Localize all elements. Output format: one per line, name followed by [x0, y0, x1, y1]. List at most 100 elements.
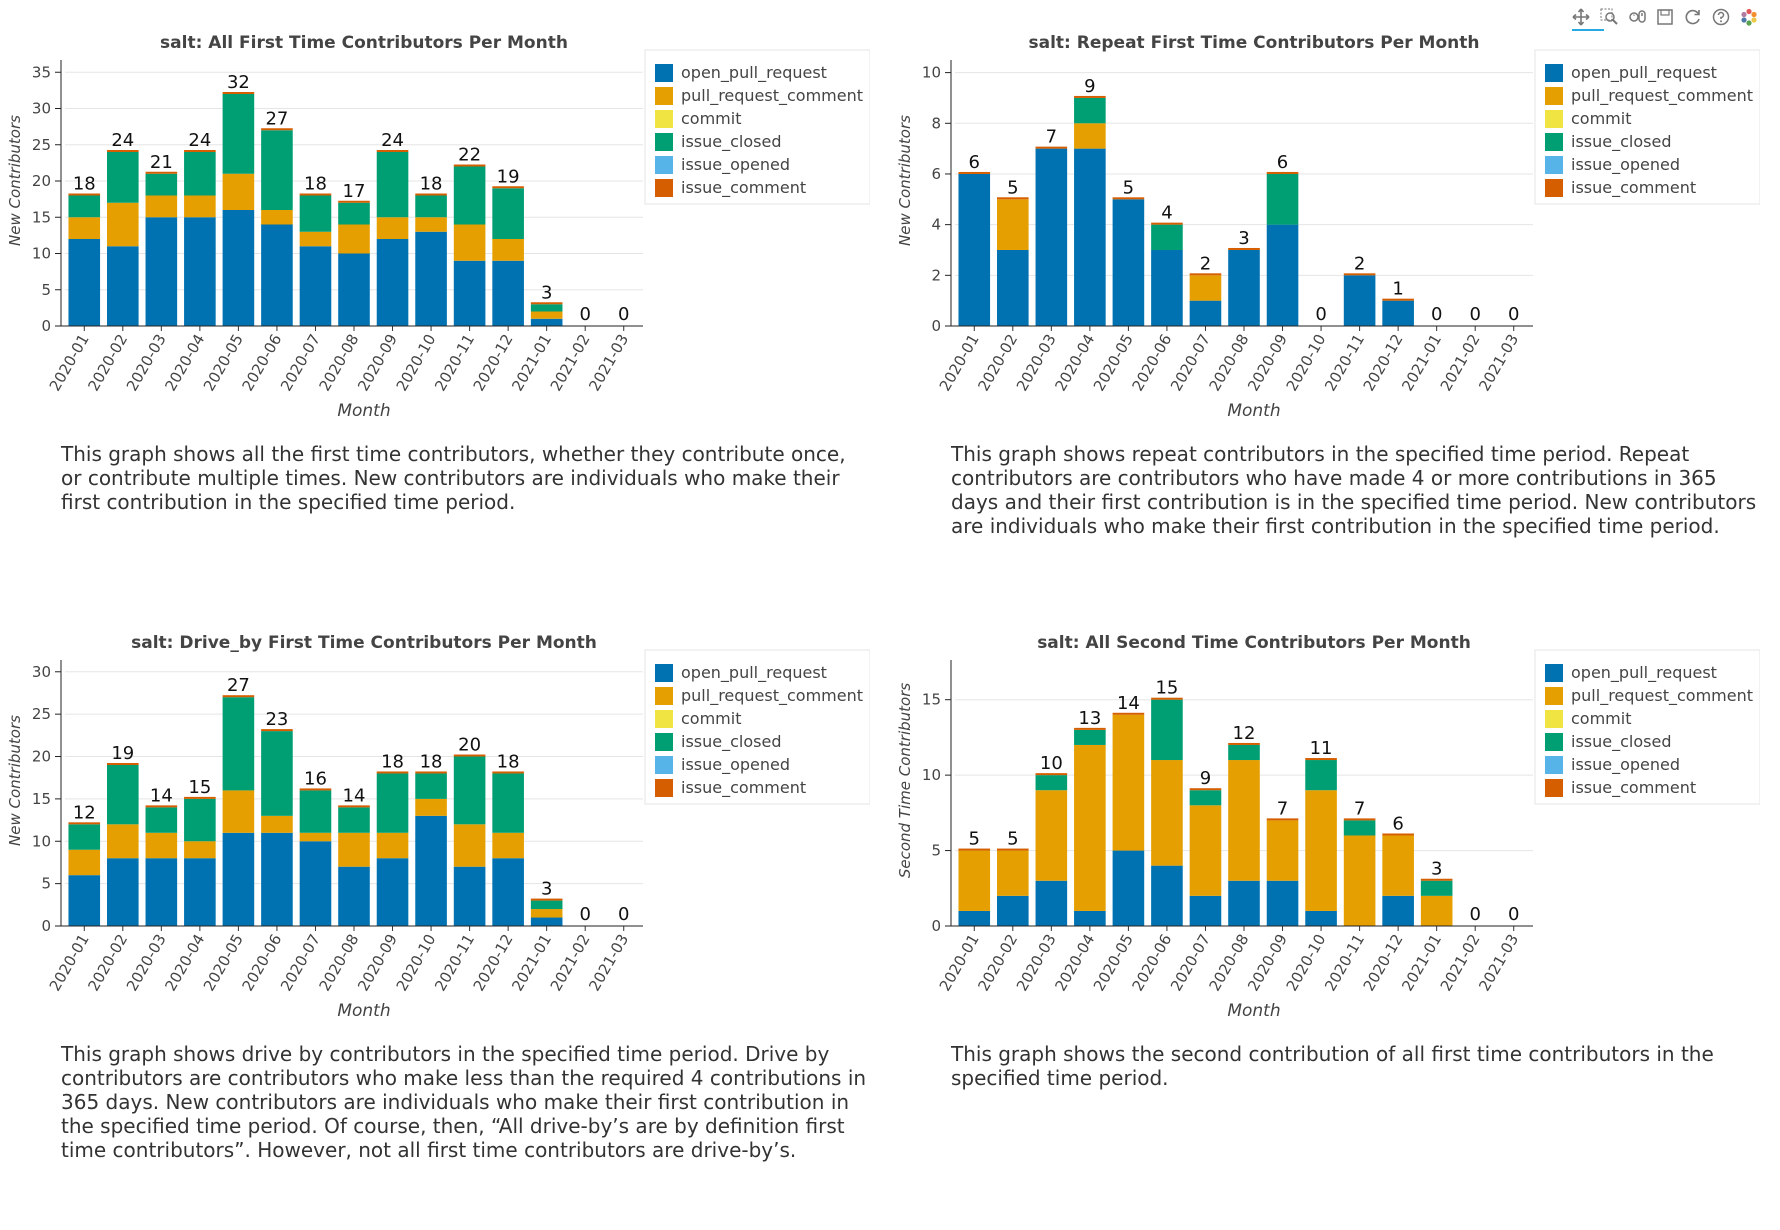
- bar-segment-open_pull_request: [492, 260, 524, 326]
- bar-top-edge: [299, 193, 332, 196]
- bokeh-logo-icon[interactable]: [1738, 6, 1760, 28]
- bar-total-label: 22: [458, 145, 481, 166]
- bar-top-edge: [376, 150, 409, 152]
- legend-swatch-commit: [655, 710, 673, 728]
- wheel-zoom-icon[interactable]: [1626, 6, 1648, 28]
- legend-label: issue_closed: [1571, 732, 1671, 752]
- bar-segment-pull_request_comment: [453, 824, 486, 867]
- bar-top-edge: [530, 898, 563, 901]
- bar-segment-pull_request_comment: [415, 217, 447, 232]
- box-zoom-icon[interactable]: [1598, 6, 1620, 28]
- bar-segment-issue_closed: [530, 900, 563, 910]
- bar-segment-open_pull_request: [1074, 910, 1106, 926]
- y-axis-label: New Contributors: [6, 115, 24, 246]
- legend-label: commit: [681, 709, 741, 728]
- chart-description-2: This graph shows repeat contributors in …: [951, 442, 1757, 538]
- bar-segment-issue_closed: [107, 152, 139, 203]
- help-icon[interactable]: [1710, 6, 1732, 28]
- bar-segment-issue_closed: [1305, 760, 1337, 791]
- bar-top-edge: [1266, 818, 1299, 821]
- pan-icon[interactable]: [1570, 6, 1592, 28]
- bar-segment-open_pull_request: [184, 858, 216, 926]
- pan-active-indicator: [1572, 29, 1604, 31]
- x-axis-label: Month: [1227, 1001, 1280, 1021]
- y-tick-label: 0: [41, 317, 51, 335]
- reset-icon[interactable]: [1682, 6, 1704, 28]
- legend-swatch-open_pull_request: [655, 64, 673, 82]
- legend-label: issue_closed: [681, 132, 781, 152]
- bar-total-label: 0: [1469, 904, 1480, 925]
- bar-top-edge: [1266, 171, 1299, 174]
- bar-top-edge: [453, 754, 486, 757]
- bar-total-label: 0: [618, 304, 629, 325]
- bar-top-edge: [184, 796, 216, 799]
- bar-segment-open_pull_request: [453, 260, 486, 326]
- bar-total-label: 9: [1084, 76, 1095, 97]
- bar-segment-open_pull_request: [1189, 300, 1222, 326]
- bar-segment-issue_closed: [1189, 790, 1222, 806]
- bar-top-edge: [68, 822, 101, 825]
- bar-segment-issue_closed: [453, 166, 486, 225]
- bar-top-edge: [1112, 197, 1145, 200]
- bar-segment-pull_request_comment: [997, 850, 1029, 896]
- bar-segment-pull_request_comment: [492, 239, 524, 261]
- bar-total-label: 3: [541, 879, 552, 900]
- y-tick-label: 15: [32, 790, 51, 808]
- bar-segment-open_pull_request: [530, 318, 563, 326]
- bar-total-label: 4: [1161, 203, 1172, 224]
- bar-total-label: 7: [1277, 798, 1288, 819]
- legend-swatch-issue_closed: [1545, 733, 1563, 751]
- bar-segment-open_pull_request: [107, 858, 139, 926]
- y-tick-label: 5: [931, 842, 941, 860]
- chart-3: salt: Drive_by First Time Contributors P…: [6, 633, 870, 1021]
- bar-total-label: 20: [458, 735, 481, 756]
- bar-top-edge: [1228, 247, 1260, 250]
- bar-total-label: 18: [497, 751, 520, 772]
- legend-label: issue_comment: [1571, 778, 1696, 798]
- bar-total-label: 0: [1431, 304, 1442, 325]
- bar-total-label: 12: [73, 802, 96, 823]
- y-tick-label: 0: [41, 917, 51, 935]
- legend-label: open_pull_request: [1571, 63, 1717, 83]
- bar-segment-issue_closed: [68, 824, 101, 850]
- bar-segment-open_pull_request: [453, 866, 486, 926]
- save-icon[interactable]: [1654, 6, 1676, 28]
- chart-1: salt: All First Time Contributors Per Mo…: [6, 33, 870, 421]
- bar-segment-issue_closed: [107, 764, 139, 825]
- bar-top-edge: [1382, 833, 1414, 836]
- legend-swatch-issue_closed: [1545, 133, 1563, 151]
- bar-total-label: 5: [1007, 829, 1018, 850]
- bar-segment-open_pull_request: [1112, 850, 1145, 926]
- bar-top-edge: [1189, 788, 1222, 791]
- legend-swatch-pull_request_comment: [655, 87, 673, 105]
- bar-top-edge: [107, 762, 139, 765]
- bar-segment-issue_closed: [1266, 173, 1299, 225]
- bar-total-label: 0: [1315, 304, 1326, 325]
- y-axis-label: New Contributors: [896, 115, 914, 246]
- bar-segment-issue_closed: [1343, 820, 1376, 836]
- bar-top-edge: [492, 186, 524, 189]
- bar-segment-open_pull_request: [1074, 148, 1106, 326]
- y-tick-label: 5: [41, 281, 51, 299]
- legend-swatch-pull_request_comment: [655, 687, 673, 705]
- legend-label: issue_comment: [681, 778, 806, 798]
- bar-segment-open_pull_request: [145, 217, 178, 326]
- bar-total-label: 1: [1392, 279, 1403, 300]
- y-axis-label: New Contributors: [6, 715, 24, 846]
- bar-segment-pull_request_comment: [1189, 805, 1222, 896]
- bar-segment-pull_request_comment: [145, 195, 178, 218]
- legend-swatch-issue_opened: [1545, 756, 1563, 774]
- legend-label: issue_closed: [1571, 132, 1671, 152]
- bar-segment-open_pull_request: [415, 815, 447, 926]
- legend-label: issue_comment: [681, 178, 806, 198]
- legend-label: issue_opened: [1571, 755, 1680, 775]
- y-tick-label: 30: [32, 663, 51, 681]
- legend-label: issue_closed: [681, 732, 781, 752]
- bar-segment-issue_closed: [184, 152, 216, 196]
- bar-segment-pull_request_comment: [145, 832, 178, 859]
- bar-segment-pull_request_comment: [376, 217, 409, 239]
- bar-total-label: 21: [150, 152, 173, 173]
- bar-total-label: 9: [1200, 768, 1211, 789]
- bar-segment-issue_closed: [261, 731, 293, 816]
- bar-segment-pull_request_comment: [261, 210, 293, 225]
